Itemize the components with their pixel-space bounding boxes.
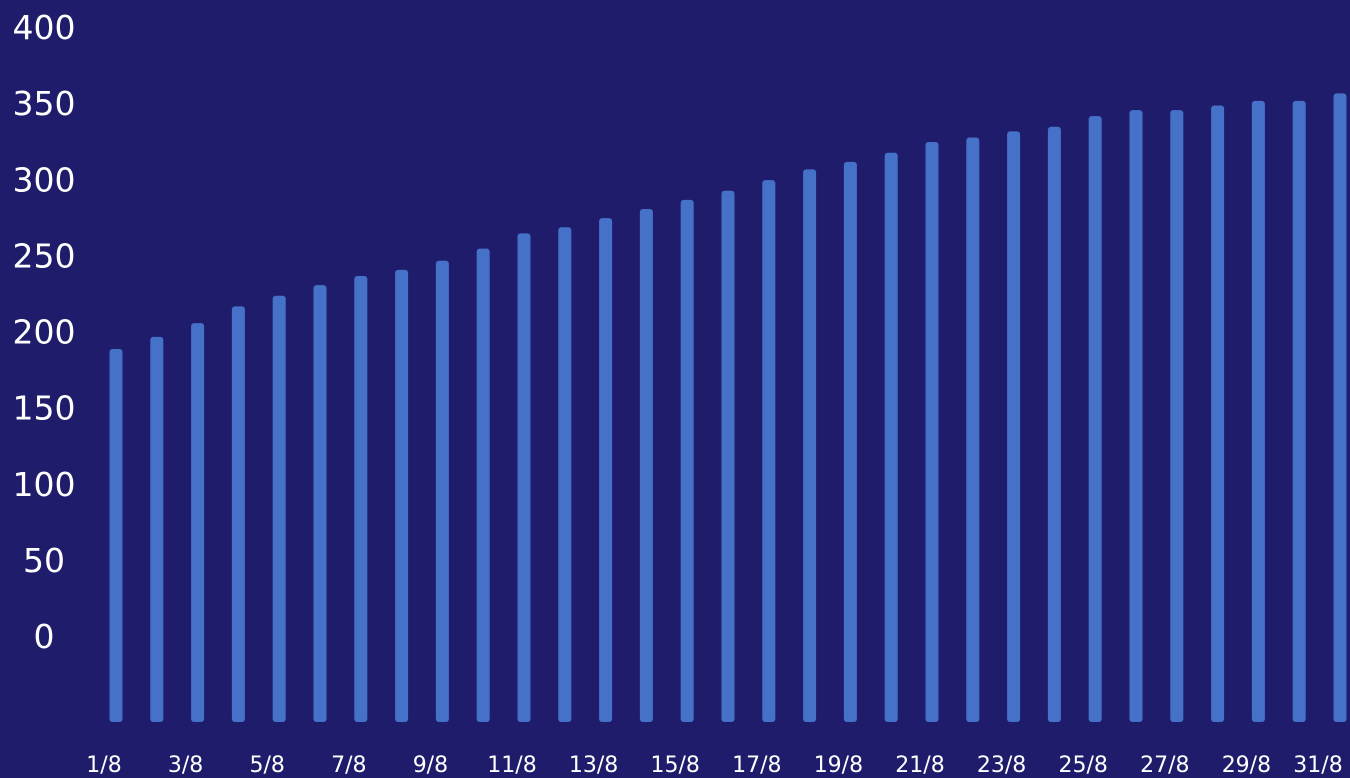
- bars: [109, 93, 1347, 723]
- bar-1/8: [109, 349, 123, 722]
- x-tick-label: 27/8: [1140, 753, 1189, 778]
- bar-7/8: [354, 275, 368, 722]
- bar-24/8: [1047, 126, 1061, 723]
- bar-11/8: [517, 233, 531, 722]
- x-tick-label: 1/8: [86, 753, 121, 778]
- bar-29/8: [1251, 100, 1265, 722]
- x-tick-label: 15/8: [650, 753, 699, 778]
- y-tick-label: 400: [13, 8, 76, 47]
- x-tick-label: 23/8: [977, 753, 1026, 778]
- x-tick-label: 21/8: [895, 753, 944, 778]
- bar-4/8: [231, 306, 245, 722]
- bar-14/8: [639, 209, 653, 722]
- x-tick-label: 17/8: [732, 753, 781, 778]
- x-tick-label: 5/8: [249, 753, 284, 778]
- bar-13/8: [599, 218, 613, 722]
- x-tick-label: 13/8: [569, 753, 618, 778]
- y-tick-label: 100: [13, 465, 76, 504]
- bar-17/8: [762, 180, 776, 723]
- bar-18/8: [803, 169, 817, 722]
- bar-3/8: [191, 323, 205, 722]
- y-tick-label: 0: [34, 617, 55, 656]
- bar-31/8: [1333, 93, 1347, 723]
- bar-26/8: [1129, 110, 1143, 723]
- x-tick-label: 3/8: [168, 753, 203, 778]
- bar-8/8: [395, 269, 409, 722]
- bar-25/8: [1088, 116, 1102, 722]
- x-tick-label: 29/8: [1222, 753, 1271, 778]
- y-tick-label: 350: [13, 84, 76, 123]
- bar-10/8: [476, 248, 490, 723]
- bar-20/8: [884, 152, 898, 722]
- bar-16/8: [721, 190, 735, 722]
- y-axis: 050100150200250300350400450: [13, 8, 76, 656]
- bar-19/8: [843, 161, 857, 723]
- bar-15/8: [680, 199, 694, 722]
- bar-6/8: [313, 285, 327, 722]
- x-tick-label: 11/8: [487, 753, 536, 778]
- bar-5/8: [272, 295, 286, 722]
- bar-30/8: [1292, 100, 1306, 722]
- bar-23/8: [1007, 131, 1021, 722]
- x-tick-label: 9/8: [413, 753, 448, 778]
- y-tick-label: 150: [13, 389, 76, 428]
- bar-22/8: [966, 137, 980, 722]
- bar-27/8: [1170, 110, 1184, 723]
- x-tick-label: 25/8: [1058, 753, 1107, 778]
- y-tick-label: 50: [23, 541, 65, 580]
- x-tick-label: 19/8: [814, 753, 863, 778]
- bar-21/8: [925, 142, 939, 723]
- bar-28/8: [1211, 105, 1225, 722]
- x-tick-label: 31/8: [1293, 753, 1342, 778]
- bar-12/8: [558, 227, 572, 722]
- y-tick-label: 250: [13, 236, 76, 275]
- bar-9/8: [435, 260, 449, 722]
- y-tick-label: 200: [13, 313, 76, 352]
- bar-2/8: [150, 336, 164, 722]
- x-tick-label: 7/8: [331, 753, 366, 778]
- y-tick-label: 300: [13, 160, 76, 199]
- x-axis: 1/8 3/8 5/8 7/8 9/8 11/8 13/8 15/8 17/8 19/8 21/8 2…: [86, 753, 1342, 778]
